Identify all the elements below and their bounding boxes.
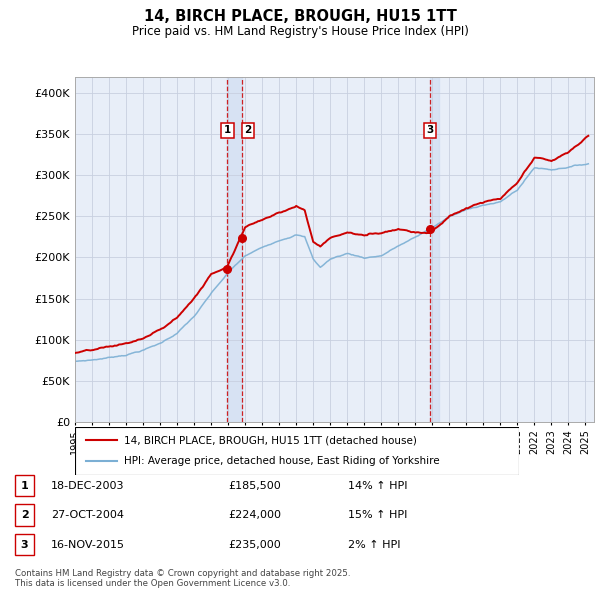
Text: 14, BIRCH PLACE, BROUGH, HU15 1TT: 14, BIRCH PLACE, BROUGH, HU15 1TT bbox=[143, 9, 457, 24]
Bar bbox=[227, 77, 242, 422]
Text: HPI: Average price, detached house, East Riding of Yorkshire: HPI: Average price, detached house, East… bbox=[124, 457, 439, 467]
Text: £185,500: £185,500 bbox=[228, 481, 281, 490]
Text: 18-DEC-2003: 18-DEC-2003 bbox=[51, 481, 125, 490]
Text: 1: 1 bbox=[224, 125, 231, 135]
Text: 16-NOV-2015: 16-NOV-2015 bbox=[51, 540, 125, 549]
Bar bbox=[430, 77, 439, 422]
Text: 1: 1 bbox=[21, 481, 28, 490]
Text: 2% ↑ HPI: 2% ↑ HPI bbox=[348, 540, 401, 549]
Text: 2: 2 bbox=[244, 125, 251, 135]
Text: 15% ↑ HPI: 15% ↑ HPI bbox=[348, 510, 407, 520]
Text: Price paid vs. HM Land Registry's House Price Index (HPI): Price paid vs. HM Land Registry's House … bbox=[131, 25, 469, 38]
Text: 3: 3 bbox=[21, 540, 28, 549]
Text: Contains HM Land Registry data © Crown copyright and database right 2025.
This d: Contains HM Land Registry data © Crown c… bbox=[15, 569, 350, 588]
Text: 14% ↑ HPI: 14% ↑ HPI bbox=[348, 481, 407, 490]
Text: £235,000: £235,000 bbox=[228, 540, 281, 549]
Text: £224,000: £224,000 bbox=[228, 510, 281, 520]
Text: 2: 2 bbox=[21, 510, 28, 520]
Text: 14, BIRCH PLACE, BROUGH, HU15 1TT (detached house): 14, BIRCH PLACE, BROUGH, HU15 1TT (detac… bbox=[124, 435, 417, 445]
Text: 27-OCT-2004: 27-OCT-2004 bbox=[51, 510, 124, 520]
Text: 3: 3 bbox=[427, 125, 434, 135]
